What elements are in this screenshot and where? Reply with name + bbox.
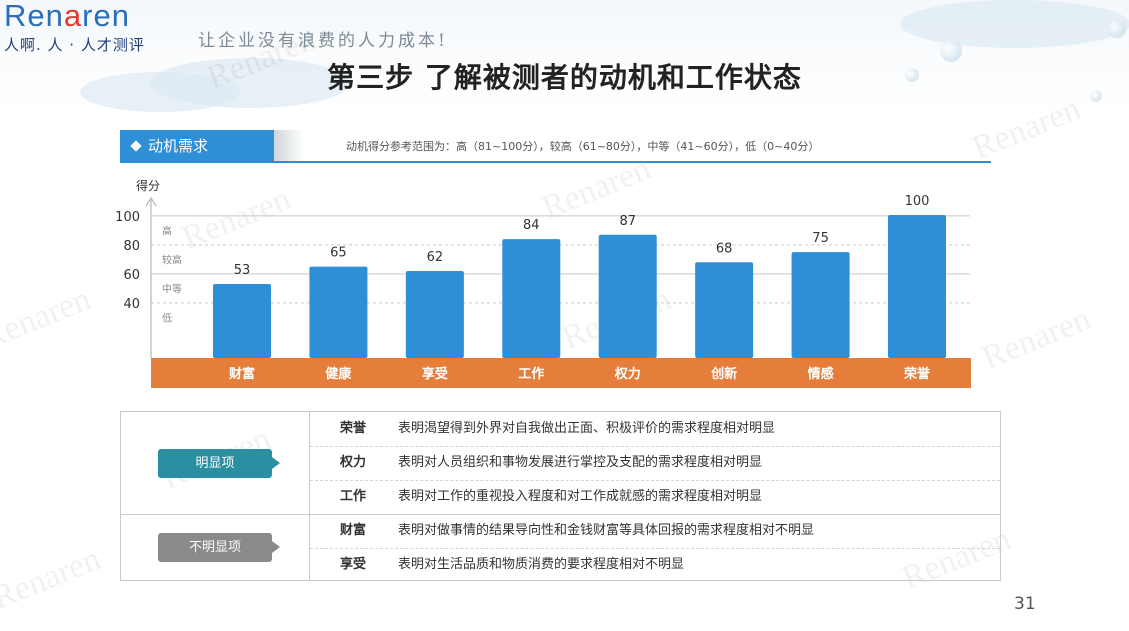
cloud-decoration — [80, 72, 240, 112]
slogan: 让企业没有浪费的人力成本! — [198, 31, 448, 51]
x-axis-band — [151, 358, 971, 388]
bar — [309, 266, 368, 358]
x-tick-label: 情感 — [808, 366, 834, 382]
y-tick-label: 80 — [123, 239, 140, 254]
x-tick-label: 工作 — [518, 366, 544, 382]
bubble-decoration — [1108, 20, 1126, 38]
bubble-decoration — [905, 68, 919, 82]
bar — [405, 271, 464, 358]
table-row: 工作 表明对工作的重视投入程度和对工作成就感的需求程度相对明显 — [310, 480, 1000, 514]
cloud-decoration — [900, 0, 1129, 48]
row-description: 表明对人员组织和事物发展进行掌控及支配的需求程度相对明显 — [398, 455, 763, 470]
logo-subtitle: 人啊. 人 · 人才测评 — [4, 36, 145, 54]
bubble-decoration — [940, 40, 962, 62]
x-tick-label: 健康 — [325, 366, 352, 382]
bar-value-label: 75 — [812, 231, 829, 246]
section-tab: 动机需求 — [120, 130, 274, 162]
section-underline — [120, 161, 991, 163]
bubble-decoration — [1090, 90, 1102, 102]
table-row-divider — [310, 446, 1000, 447]
table-row: 荣誉 表明渴望得到外界对自我做出正面、积极评价的需求程度相对明显 — [310, 412, 1000, 446]
band-label: 较高 — [162, 253, 182, 266]
x-tick-label: 财富 — [229, 366, 255, 382]
band-label: 中等 — [162, 282, 182, 295]
row-factor-name: 享受 — [340, 557, 367, 572]
table-divider — [309, 412, 310, 580]
row-description: 表明对工作的重视投入程度和对工作成就感的需求程度相对明显 — [398, 489, 763, 504]
x-tick-label: 权力 — [614, 366, 641, 382]
score-reference-note: 动机得分参考范围为：高（81~100分），较高（61~80分），中等（41~60… — [346, 140, 820, 153]
y-tick-label: 100 — [115, 210, 140, 225]
bar — [502, 239, 561, 358]
motivation-description-table: 明显项 不明显项 荣誉 表明渴望得到外界对自我做出正面、积极评价的需求程度相对明… — [120, 411, 1001, 581]
brand-logo: Renaren 人啊. 人 · 人才测评 — [4, 0, 145, 55]
row-factor-name: 荣誉 — [340, 421, 367, 436]
bar-value-label: 84 — [523, 218, 540, 233]
page-number: 31 — [1014, 594, 1036, 614]
bar-value-label: 62 — [427, 250, 444, 265]
y-tick-label: 60 — [123, 268, 140, 283]
row-description: 表明渴望得到外界对自我做出正面、积极评价的需求程度相对明显 — [398, 421, 776, 436]
logo-wordmark: Renaren — [4, 0, 130, 33]
group-tag-notable: 明显项 — [158, 449, 280, 478]
bar — [598, 234, 657, 358]
band-label: 高 — [162, 224, 172, 237]
bar — [791, 252, 850, 358]
table-row: 权力 表明对人员组织和事物发展进行掌控及支配的需求程度相对明显 — [310, 446, 1000, 480]
row-factor-name: 财富 — [340, 523, 367, 538]
x-tick-label: 荣誉 — [903, 366, 931, 382]
bar-value-label: 68 — [716, 241, 733, 256]
row-description: 表明对生活品质和物质消费的要求程度相对不明显 — [398, 557, 685, 572]
section-tab-label: 动机需求 — [148, 137, 209, 155]
row-factor-name: 工作 — [340, 489, 367, 504]
bar — [213, 284, 271, 358]
table-row-divider — [310, 480, 1000, 481]
row-description: 表明对做事情的结果导向性和金钱财富等具体回报的需求程度相对不明显 — [398, 523, 815, 538]
band-label: 低 — [162, 311, 172, 324]
x-tick-label: 创新 — [710, 366, 737, 382]
page-title: 第三步 了解被测者的动机和工作状态 — [327, 61, 802, 94]
section-tab-shadow — [274, 130, 304, 162]
bar-value-label: 87 — [619, 214, 636, 229]
bar — [695, 262, 754, 358]
table-group-separator — [121, 514, 1000, 515]
table-row-divider — [310, 548, 1000, 549]
y-axis-arrow-icon — [145, 197, 157, 207]
table-row: 财富 表明对做事情的结果导向性和金钱财富等具体回报的需求程度相对不明显 — [310, 514, 1000, 548]
y-tick-label: 40 — [123, 297, 140, 312]
y-axis-label: 得分 — [136, 178, 160, 193]
group-tag-not-notable: 不明显项 — [158, 533, 280, 562]
bar-value-label: 65 — [330, 246, 347, 261]
x-tick-label: 享受 — [422, 366, 448, 382]
row-factor-name: 权力 — [340, 455, 367, 470]
bar-value-label: 53 — [234, 263, 251, 278]
bar-value-label: 100 — [905, 194, 930, 209]
bar — [888, 215, 946, 358]
table-row: 享受 表明对生活品质和物质消费的要求程度相对不明显 — [310, 548, 1000, 582]
